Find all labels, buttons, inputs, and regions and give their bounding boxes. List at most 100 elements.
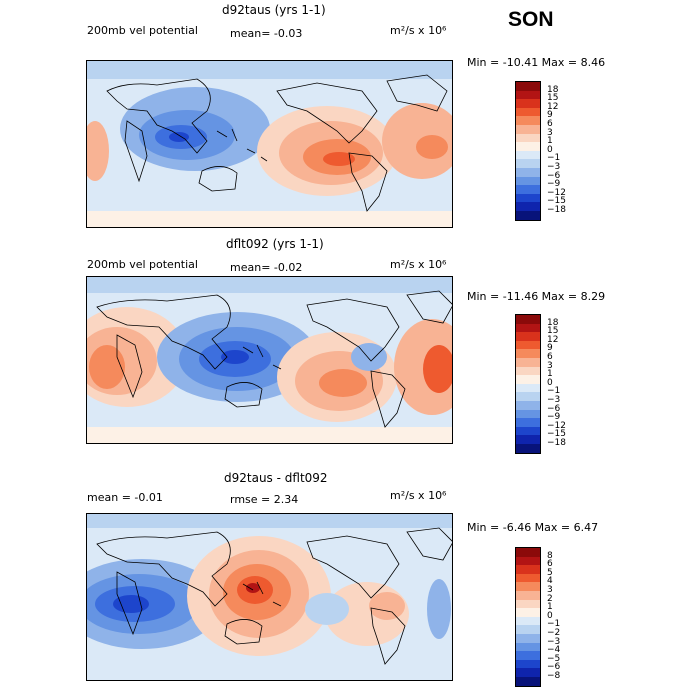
colorbar-tick-label: 2: [547, 593, 553, 604]
colorbar-tick-label: −3: [547, 636, 561, 647]
colorbar-swatch: [515, 608, 541, 617]
colorbar-swatch: [515, 116, 541, 125]
colorbar-swatch: [515, 124, 541, 134]
colorbar-tick-label: 12: [547, 334, 559, 345]
panel-2-colorbar: [515, 314, 541, 454]
colorbar-swatch: [515, 176, 541, 186]
panel-2-map-field: [87, 277, 452, 443]
colorbar-swatch: [515, 582, 541, 591]
panel-2-mean: mean= -0.02: [230, 261, 303, 274]
colorbar-swatch: [515, 616, 541, 626]
panel-1-field: 200mb vel potential: [87, 24, 198, 37]
colorbar-tick-label: −6: [547, 170, 561, 181]
colorbar-swatch: [515, 565, 541, 574]
colorbar-swatch: [515, 435, 541, 444]
colorbar-swatch: [515, 668, 541, 677]
colorbar-tick-label: 4: [547, 576, 553, 587]
colorbar-tick-label: −1: [547, 619, 561, 630]
colorbar-tick-label: 6: [547, 352, 553, 362]
colorbar-tick-label: 1: [547, 136, 553, 147]
colorbar-swatch: [515, 150, 541, 160]
colorbar-tick-label: 9: [547, 110, 553, 121]
colorbar-swatch: [515, 90, 541, 100]
colorbar-swatch: [515, 81, 541, 91]
colorbar-swatch: [515, 202, 541, 211]
colorbar-swatch: [515, 332, 541, 341]
colorbar-tick-label: 12: [547, 101, 559, 112]
panel-3-map-field: [87, 514, 452, 680]
panel-3-rmse: rmse = 2.34: [230, 493, 299, 506]
colorbar-tick-label: −15: [547, 429, 566, 440]
colorbar-tick-label: −6: [547, 662, 561, 673]
panel-3-map: [86, 513, 453, 681]
colorbar-swatch: [515, 409, 541, 419]
colorbar-tick-label: 3: [547, 127, 553, 138]
colorbar-swatch: [515, 375, 541, 384]
panel-2-title: dflt092 (yrs 1-1): [226, 237, 324, 251]
colorbar-tick-label: 18: [547, 84, 559, 95]
colorbar-tick-label: 6: [547, 119, 553, 129]
colorbar-swatch: [515, 392, 541, 401]
colorbar-swatch: [515, 99, 541, 108]
colorbar-swatch: [515, 599, 541, 609]
panel-1-title: d92taus (yrs 1-1): [222, 3, 326, 17]
colorbar-tick-label: −18: [547, 205, 566, 215]
colorbar-tick-label: −5: [547, 653, 561, 664]
colorbar-tick-label: 6: [547, 559, 553, 570]
colorbar-swatch: [515, 167, 541, 177]
colorbar-swatch: [515, 366, 541, 376]
colorbar-swatch: [515, 323, 541, 333]
colorbar-swatch: [515, 210, 541, 221]
colorbar-tick-label: −9: [547, 412, 561, 423]
colorbar-swatch: [515, 418, 541, 427]
colorbar-tick-label: −1: [547, 153, 561, 164]
colorbar-swatch: [515, 185, 541, 194]
colorbar-tick-label: 9: [547, 343, 553, 354]
colorbar-tick-label: −18: [547, 438, 566, 448]
panel-2-map: [86, 276, 453, 444]
colorbar-tick-label: −4: [547, 645, 561, 656]
panel-1-units: m²/s x 10⁶: [390, 24, 447, 37]
colorbar-tick-label: −3: [547, 162, 561, 172]
colorbar-swatch: [515, 676, 541, 687]
colorbar-tick-label: 15: [547, 93, 559, 104]
panel-1-colorbar: [515, 81, 541, 221]
colorbar-swatch: [515, 642, 541, 652]
colorbar-swatch: [515, 659, 541, 669]
colorbar-swatch: [515, 349, 541, 358]
colorbar-tick-label: −3: [547, 395, 561, 405]
colorbar-tick-label: 15: [547, 326, 559, 337]
panel-3-mean: mean = -0.01: [87, 491, 163, 504]
panel-1-minmax: Min = -10.41 Max = 8.46: [467, 56, 606, 69]
colorbar-swatch: [515, 633, 541, 643]
panel-1-map: [86, 60, 453, 228]
colorbar-swatch: [515, 133, 541, 143]
colorbar-swatch: [515, 426, 541, 436]
colorbar-tick-label: 3: [547, 360, 553, 371]
colorbar-tick-label: 0: [547, 144, 553, 155]
panel-2-field: 200mb vel potential: [87, 258, 198, 271]
colorbar-swatch: [515, 142, 541, 151]
colorbar-swatch: [515, 340, 541, 350]
colorbar-swatch: [515, 159, 541, 168]
colorbar-swatch: [515, 383, 541, 393]
colorbar-tick-label: 18: [547, 317, 559, 328]
colorbar-swatch: [515, 443, 541, 454]
colorbar-tick-label: −2: [547, 628, 561, 638]
panel-3-units: m²/s x 10⁶: [390, 489, 447, 502]
panel-3-colorbar: [515, 547, 541, 687]
colorbar-swatch: [515, 400, 541, 410]
colorbar-tick-label: −1: [547, 386, 561, 397]
colorbar-tick-label: −6: [547, 403, 561, 414]
colorbar-tick-label: −12: [547, 420, 566, 431]
colorbar-tick-label: 1: [547, 369, 553, 380]
panel-3-minmax: Min = -6.46 Max = 6.47: [467, 521, 599, 534]
panel-1-mean: mean= -0.03: [230, 27, 303, 40]
season-label: SON: [508, 8, 554, 31]
colorbar-tick-label: −15: [547, 196, 566, 207]
colorbar-tick-label: 8: [547, 550, 553, 561]
colorbar-swatch: [515, 556, 541, 566]
colorbar-swatch: [515, 573, 541, 583]
panel-3-title: d92taus - dflt092: [224, 471, 328, 485]
colorbar-swatch: [515, 193, 541, 203]
